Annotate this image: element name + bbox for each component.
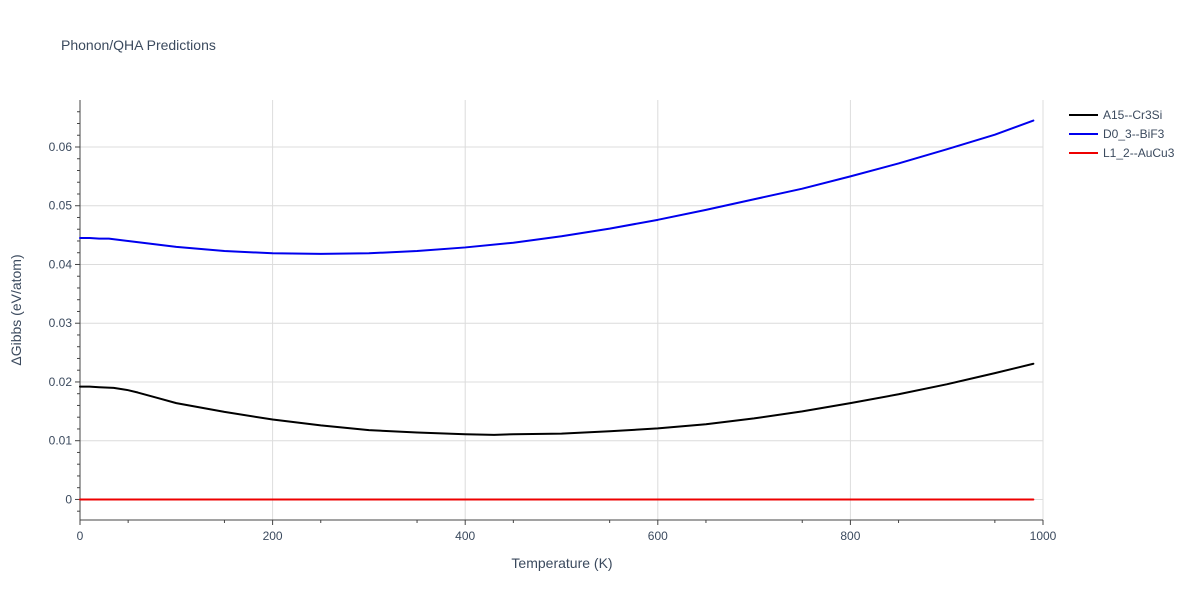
- legend-label[interactable]: L1_2--AuCu3: [1103, 146, 1175, 160]
- x-tick-label: 0: [77, 529, 84, 543]
- y-tick-label: 0: [65, 492, 72, 506]
- series-line-1: [79, 119, 1035, 255]
- axes-layer: 0 200 400 600 800 1000 0 0.01 0.02 0.03 0.04 0.05 0.…: [49, 100, 1057, 543]
- x-tick-label: 400: [455, 529, 475, 543]
- y-tick-label: 0.03: [49, 316, 73, 330]
- chart-title: Phonon/QHA Predictions: [61, 37, 216, 53]
- y-axis-label: ΔGibbs (eV/atom): [8, 254, 24, 365]
- y-tick-label: 0.01: [49, 434, 73, 448]
- series-layer: [79, 119, 1035, 501]
- y-tick-label: 0.06: [49, 140, 73, 154]
- y-tick-label: 0.05: [49, 199, 73, 213]
- series-line-0: [79, 362, 1035, 436]
- x-tick-label: 1000: [1030, 529, 1057, 543]
- y-tick-label: 0.04: [49, 257, 73, 271]
- y-tick-label: 0.02: [49, 375, 73, 389]
- legend-label[interactable]: D0_3--BiF3: [1103, 127, 1165, 141]
- legend[interactable]: A15--Cr3Si D0_3--BiF3 L1_2--AuCu3: [1069, 108, 1175, 160]
- x-tick-label: 200: [263, 529, 283, 543]
- x-tick-label: 800: [840, 529, 860, 543]
- x-axis-label: Temperature (K): [511, 555, 612, 571]
- legend-label[interactable]: A15--Cr3Si: [1103, 108, 1162, 122]
- x-tick-label: 600: [648, 529, 668, 543]
